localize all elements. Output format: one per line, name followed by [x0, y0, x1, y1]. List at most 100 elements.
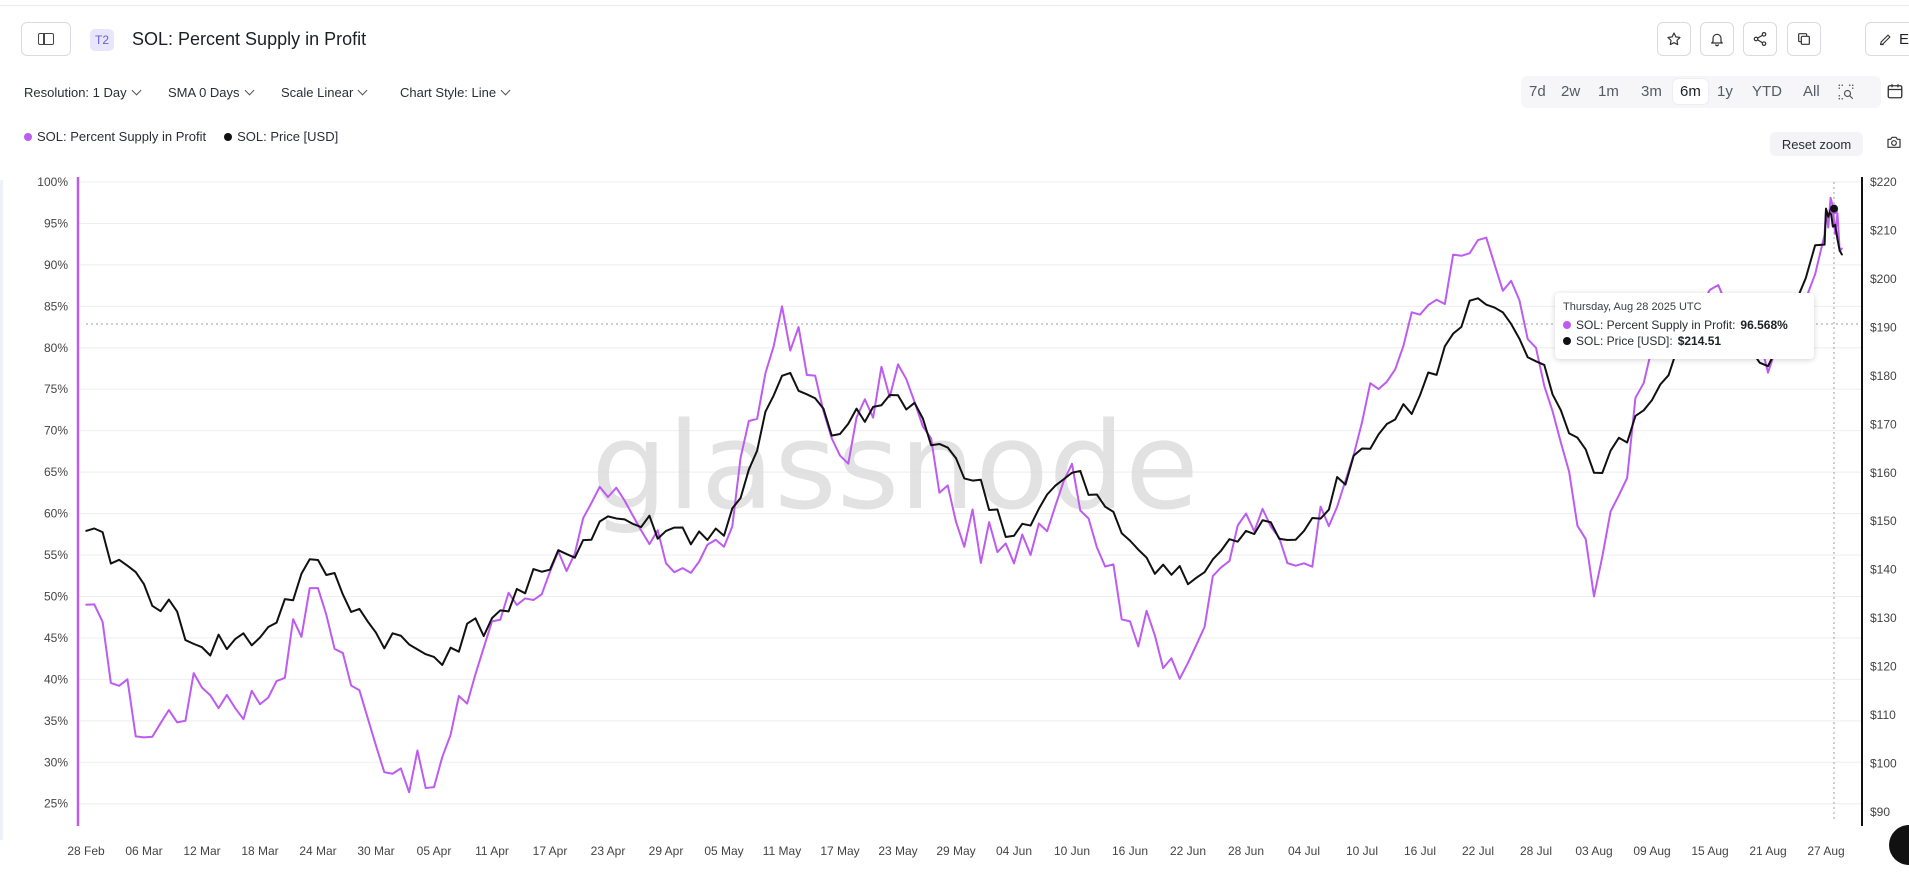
zoom-select-button[interactable] — [1837, 83, 1855, 106]
y-right-tick-label: $160 — [1870, 466, 1897, 480]
legend-item-price[interactable]: SOL: Price [USD] — [224, 129, 338, 144]
share-icon — [1753, 32, 1767, 46]
point-profit — [375, 744, 377, 747]
left-edge-accent — [0, 180, 3, 840]
point-profit — [1767, 371, 1769, 374]
x-tick-label: 18 Mar — [241, 844, 278, 858]
y-right-tick-label: $140 — [1870, 563, 1897, 577]
y-left-tick-label: 35% — [44, 714, 68, 728]
point-price — [1071, 471, 1073, 474]
legend-swatch — [24, 132, 32, 141]
tooltip-label: SOL: Price [USD]: — [1576, 334, 1673, 348]
reset-zoom-button[interactable]: Reset zoom — [1770, 132, 1863, 156]
date-picker-button[interactable] — [1886, 82, 1904, 105]
point-price — [549, 568, 551, 571]
point-profit — [491, 620, 493, 623]
sma-dropdown[interactable]: SMA 0 Days — [168, 85, 254, 100]
y-left-tick-label: 90% — [44, 258, 68, 272]
x-tick-label: 28 Jun — [1228, 844, 1264, 858]
tooltip-label: SOL: Percent Supply in Profit: — [1576, 318, 1736, 332]
share-button[interactable] — [1743, 22, 1777, 56]
point-price — [491, 617, 493, 619]
y-right-tick-label: $190 — [1870, 320, 1897, 334]
range-all[interactable]: All — [1803, 83, 1820, 100]
point-price — [1841, 253, 1843, 256]
point-price — [1651, 399, 1653, 401]
x-tick-label: 03 Aug — [1575, 844, 1612, 858]
point-profit — [85, 603, 87, 606]
sidebar-toggle-button[interactable] — [21, 22, 71, 56]
screenshot-button[interactable] — [1886, 135, 1902, 154]
point-profit — [1245, 512, 1247, 515]
point-price — [1535, 360, 1537, 363]
point-profit — [1841, 247, 1843, 250]
point-price — [1361, 447, 1363, 450]
bell-icon — [1711, 33, 1723, 47]
tooltip-date: Thursday, Aug 28 2025 UTC — [1563, 301, 1702, 313]
point-profit — [1361, 421, 1363, 424]
point-price — [1830, 204, 1838, 213]
edit-label: Edit — [1899, 30, 1909, 48]
range-ytd[interactable]: YTD — [1752, 83, 1782, 100]
tier-badge: T2 — [90, 29, 114, 51]
y-right-tick-label: $120 — [1870, 660, 1897, 674]
alert-button[interactable] — [1700, 22, 1734, 56]
x-tick-label: 10 Jun — [1054, 844, 1090, 858]
y-left-tick-label: 40% — [44, 672, 68, 686]
point-price — [259, 636, 261, 639]
x-tick-label: 23 May — [878, 844, 917, 858]
x-tick-label: 27 Aug — [1807, 844, 1844, 858]
legend-label: SOL: Price [USD] — [237, 129, 339, 144]
range-2w[interactable]: 2w — [1561, 83, 1581, 100]
y-left-tick-label: 30% — [44, 755, 68, 769]
x-tick-label: 29 Apr — [649, 844, 684, 858]
point-profit — [1071, 463, 1073, 465]
range-6m[interactable]: 6m — [1673, 79, 1708, 104]
x-tick-label: 16 Jun — [1112, 844, 1148, 858]
point-price — [143, 583, 145, 586]
scale-dropdown[interactable]: Scale Linear — [281, 85, 368, 100]
chart-legend: SOL: Percent Supply in Profit SOL: Price… — [24, 129, 338, 144]
point-profit — [665, 562, 667, 565]
camera-icon — [1887, 136, 1901, 148]
point-price — [839, 433, 841, 435]
point-price — [1129, 539, 1131, 542]
point-price — [781, 375, 783, 377]
copy-icon — [1798, 33, 1810, 45]
x-tick-label: 09 Aug — [1633, 844, 1670, 858]
chat-widget-button[interactable] — [1889, 825, 1909, 865]
favorite-button[interactable] — [1657, 22, 1691, 56]
x-tick-label: 17 Apr — [533, 844, 568, 858]
x-tick-label: 23 Apr — [591, 844, 626, 858]
legend-item-profit[interactable]: SOL: Percent Supply in Profit — [24, 129, 206, 144]
tooltip-value: 96.568% — [1740, 318, 1788, 332]
point-profit — [1013, 562, 1015, 565]
x-tick-label: 04 Jun — [996, 844, 1032, 858]
point-profit — [259, 703, 261, 706]
legend-swatch — [224, 132, 233, 141]
range-1m[interactable]: 1m — [1598, 83, 1619, 100]
point-profit — [839, 454, 841, 457]
y-right-tick-label: $90 — [1870, 805, 1890, 819]
range-3m[interactable]: 3m — [1641, 83, 1662, 100]
chart-style-dropdown[interactable]: Chart Style: Line — [400, 85, 511, 100]
point-profit — [433, 786, 435, 788]
resolution-dropdown[interactable]: Resolution: 1 Day — [24, 85, 142, 100]
edit-button[interactable]: Edit — [1865, 22, 1909, 56]
page-title: SOL: Percent Supply in Profit — [132, 29, 367, 49]
range-1y[interactable]: 1y — [1717, 83, 1733, 100]
x-tick-label: 22 Jun — [1170, 844, 1206, 858]
duplicate-button[interactable] — [1787, 22, 1821, 56]
x-tick-label: 22 Jul — [1462, 844, 1494, 858]
range-7d[interactable]: 7d — [1529, 83, 1546, 100]
y-left-tick-label: 65% — [44, 465, 68, 479]
point-profit — [607, 496, 609, 498]
point-price — [723, 534, 725, 537]
x-tick-label: 29 May — [936, 844, 975, 858]
sidebar-icon — [38, 33, 54, 45]
y-right-tick-label: $130 — [1870, 611, 1897, 625]
tooltip-row-profit: SOL: Percent Supply in Profit: 96.568% — [1563, 317, 1806, 333]
top-divider — [0, 5, 1909, 6]
point-profit — [317, 587, 319, 589]
